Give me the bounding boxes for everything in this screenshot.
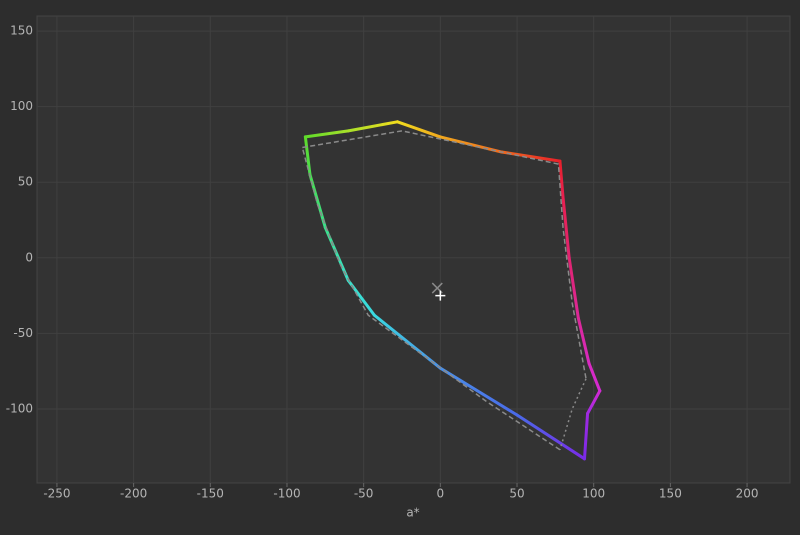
gamut-segment (372, 313, 442, 370)
gamut-segment (582, 411, 590, 461)
gamut-segment (567, 256, 580, 320)
gamut-segment (303, 135, 312, 177)
gamut-segment (303, 129, 350, 139)
x-tick-label: 100 (582, 487, 605, 501)
reference-line (302, 130, 587, 379)
x-tick-label: 200 (736, 487, 759, 501)
y-tick-label: 50 (18, 175, 33, 189)
y-tick-label: 100 (10, 99, 33, 113)
gamut-segment (586, 389, 602, 415)
x-tick-label: -50 (354, 487, 374, 501)
reference-line (301, 147, 561, 451)
x-tick-label: -250 (43, 487, 70, 501)
y-tick-label: -100 (6, 401, 33, 415)
y-tick-label: -50 (13, 326, 33, 340)
gamut-segment (395, 120, 442, 139)
x-tick-label: -100 (273, 487, 300, 501)
gamut-segment (587, 362, 602, 393)
x-tick-label: 50 (509, 487, 524, 501)
x-tick-label: 150 (659, 487, 682, 501)
plot-area (36, 15, 791, 484)
gamut-segment (561, 195, 571, 260)
reference-line (559, 378, 587, 450)
y-tick-label: 0 (25, 250, 33, 264)
gamut-segment (576, 316, 591, 366)
gamut-segment (515, 413, 586, 461)
x-axis-label: a* (406, 506, 419, 520)
x-tick-label: -200 (120, 487, 147, 501)
x-tick-label: -150 (197, 487, 224, 501)
gamut-segment (438, 366, 519, 417)
gamut-segment (558, 159, 565, 199)
y-tick-label: 150 (10, 24, 33, 38)
white-point-marker (435, 290, 446, 301)
gamut-segment (346, 120, 399, 133)
x-tick-label: 0 (437, 487, 445, 501)
